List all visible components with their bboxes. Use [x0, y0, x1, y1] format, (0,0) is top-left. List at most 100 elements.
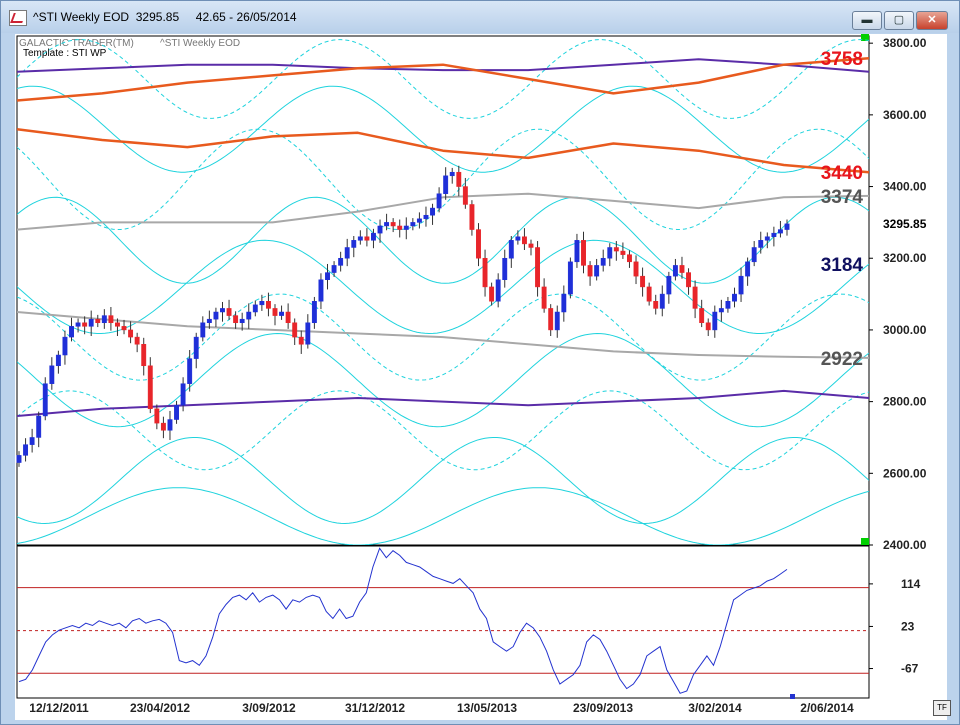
oscillator-lines	[17, 547, 869, 694]
template-label: Template : STI WP	[23, 48, 107, 59]
candle-body	[521, 236, 527, 245]
candle-body	[666, 275, 672, 295]
candle-body	[141, 344, 147, 367]
bottom-marker	[861, 538, 869, 545]
candle-body	[101, 315, 107, 324]
candle-body	[403, 225, 409, 230]
candle-body	[718, 308, 724, 313]
candle-body	[561, 293, 567, 313]
candle-body	[88, 318, 94, 327]
candle-body	[305, 322, 311, 345]
candle-body	[777, 229, 783, 234]
candle-body	[351, 240, 357, 248]
price-tick-label: 2800.00	[883, 395, 927, 409]
candle-body	[325, 272, 330, 280]
candle-body	[49, 365, 55, 384]
candle-body	[55, 354, 61, 367]
candle-body	[732, 293, 737, 302]
axis-layer: 3800.00 3600.00 3400.00 3200.00 3000.00 2800.…	[29, 36, 926, 715]
candle-body	[725, 301, 731, 309]
title-bar[interactable]: ^STI Weekly EOD 3295.85 42.65 - 26/05/20…	[1, 1, 959, 33]
candle-body	[423, 214, 429, 220]
candle-body	[160, 422, 166, 431]
candle-body	[265, 301, 271, 309]
candle-body	[180, 383, 186, 406]
candle-body	[95, 318, 101, 324]
window-title: ^STI Weekly EOD 3295.85 42.65 - 26/05/20…	[33, 10, 297, 24]
candle-body	[686, 272, 691, 288]
candle-body	[272, 308, 278, 316]
cyan-cycle-line-2	[17, 128, 869, 230]
candle-body	[16, 455, 22, 463]
overlay-line-4	[17, 389, 869, 417]
candle-body	[121, 326, 127, 331]
candle-body	[42, 383, 48, 417]
candle-body	[62, 336, 68, 356]
candle-body	[213, 311, 219, 320]
candle-body	[292, 322, 298, 338]
candle-body	[574, 240, 580, 263]
level-label-3184: 3184	[821, 255, 864, 276]
candle-body	[226, 308, 232, 316]
candle-body	[699, 308, 705, 324]
chart-area[interactable]: GALACTIC TRADER(TM) ^STI Weekly EOD Templa…	[15, 34, 947, 720]
price-tick-label: 3200.00	[883, 251, 927, 265]
cyan-cycle-line-4	[17, 239, 869, 335]
candle-body	[705, 322, 711, 331]
x-tick-label: 31/12/2012	[345, 701, 405, 715]
candle-body	[193, 336, 199, 359]
close-button[interactable]: ✕	[916, 11, 948, 30]
candle-body	[23, 444, 29, 456]
candle-body	[239, 318, 245, 324]
last-price-label: 3295.85	[883, 217, 927, 231]
price-panel: GALACTIC TRADER(TM) ^STI Weekly EOD Templa…	[16, 34, 870, 546]
maximize-button[interactable]: ▢	[884, 11, 914, 30]
x-tick-label: 12/12/2011	[29, 701, 89, 715]
top-marker	[861, 34, 869, 41]
cyan-cycle-line-0	[17, 39, 869, 119]
candle-body	[338, 257, 344, 266]
candle-body	[712, 311, 718, 331]
cyan-cycle-line-8	[17, 437, 869, 525]
overlay-line-0	[17, 58, 869, 73]
candle-body	[134, 336, 140, 345]
candle-body	[633, 261, 639, 277]
candle-body	[548, 308, 554, 331]
x-tick-label: 3/09/2012	[242, 701, 296, 715]
candle-body	[627, 254, 632, 263]
candle-body	[600, 257, 606, 266]
candle-body	[745, 261, 751, 277]
candle-body	[541, 286, 547, 309]
chart-svg[interactable]: GALACTIC TRADER(TM) ^STI Weekly EOD Templa…	[15, 34, 947, 720]
osc-tick-label: 114	[901, 577, 921, 591]
candle-body	[738, 275, 744, 295]
candle-body	[535, 247, 541, 288]
candle-body	[554, 311, 560, 331]
oscillator-line	[18, 547, 788, 694]
candle-body	[29, 437, 35, 445]
candle-body	[751, 247, 757, 263]
candle-body	[384, 222, 390, 227]
tf-badge[interactable]: TF	[933, 700, 951, 716]
minimize-button[interactable]: ▬	[852, 11, 882, 30]
candle-body	[430, 207, 435, 216]
candle-body	[147, 365, 153, 410]
cyan-cycle-line-1	[17, 85, 869, 173]
osc-tick-label: 23	[901, 619, 915, 633]
candle-body	[128, 329, 134, 338]
candle-body	[495, 279, 501, 302]
candle-body	[344, 247, 350, 259]
cycle-lines	[17, 39, 869, 545]
cyan-cycle-line-9	[17, 487, 869, 545]
osc-tick-label: -67	[901, 662, 919, 676]
candle-body	[587, 265, 593, 277]
candle-body	[154, 408, 160, 424]
price-tick-label: 3600.00	[883, 108, 927, 122]
candle-body	[620, 250, 626, 255]
candle-body	[298, 336, 304, 345]
candle-body	[115, 322, 120, 327]
candle-body	[318, 279, 324, 302]
candle-body	[640, 275, 646, 288]
candle-body	[220, 308, 225, 313]
candle-body	[476, 229, 481, 259]
